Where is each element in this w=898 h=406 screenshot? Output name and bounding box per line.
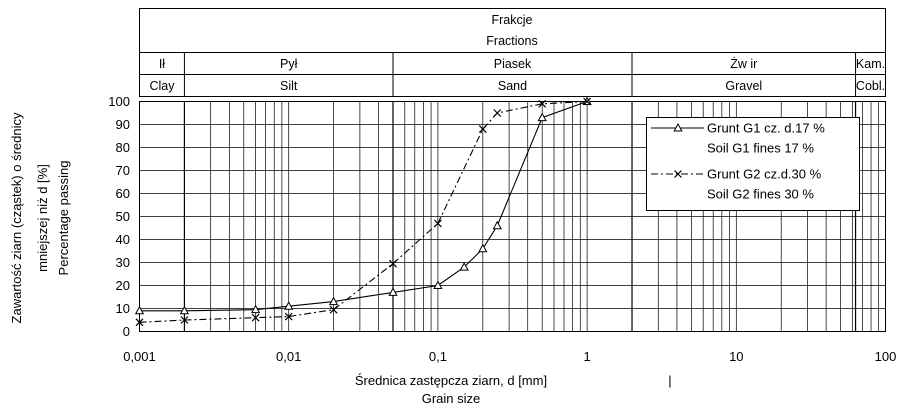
legend-label: Grunt G2 cz.d.30 % [707,167,822,182]
fraction-label-pl: Ił [159,57,165,71]
series-line [139,100,588,323]
x-tick-label: 0,001 [123,349,156,364]
data-point [134,305,145,315]
data-point [433,280,443,289]
y-tick-label: 50 [116,209,130,224]
legend-swatch-marker [673,122,683,132]
y-tick-label: 70 [116,163,130,178]
fraction-label-en: Silt [280,79,298,93]
series-2 [135,97,592,327]
data-point [583,97,592,106]
plot-frame [139,101,886,332]
data-point [180,316,189,324]
data-point [250,304,261,314]
x-tick-label: 0,01 [276,349,301,364]
y-tick-label: 80 [116,140,130,155]
data-point [459,262,469,271]
data-point [329,305,338,314]
x-tick-label: 100 [875,349,897,364]
series-line [139,100,588,312]
y-axis-label-line3: Percentage passing [56,161,71,276]
data-point [538,99,547,108]
x-tick-label: 10 [729,349,743,364]
legend-box [646,117,860,211]
data-point [478,243,488,253]
fraction-label-pl: Pył [280,57,298,71]
x-axis-label-en: Grain size [422,391,481,406]
data-point [328,296,339,306]
legend-sublabel: Soil G2 fines 30 % [707,187,814,202]
y-tick-label: 60 [116,186,130,201]
fractions-header: Frakcje Fractions Ił Clay Pył Silt Piasek San… [139,8,886,97]
fraction-label-pl: Piasek [494,57,532,71]
data-point [389,259,397,268]
x-axis-label-marker: | [668,373,671,388]
data-point [433,219,442,228]
legend-items: Grunt G1 cz. d.17 % Soil G1 fines 17 % Gru… [651,121,825,202]
header-title-pl: Frakcje [492,13,533,27]
y-axis-label-line1: Zawartość ziarn (cząstek) o średnicy [9,112,24,323]
data-point [179,305,190,315]
fraction-cells: Ił Clay Pył Silt Piasek Sand Żw ir Gravel Kam. Co… [149,52,885,97]
y-tick-labels: 0 10 20 30 40 50 60 70 80 90 100 [108,94,130,339]
data-point [388,287,398,296]
fraction-label-en: Gravel [725,79,762,93]
data-point [478,125,487,134]
y-axis-label-line2: mniejszej niż d [%] [35,164,50,272]
y-tick-label: 0 [123,324,130,339]
data-point [251,313,260,322]
data-point [537,112,547,122]
x-tick-label: 1 [583,349,590,364]
data-point [284,301,294,310]
x-axis-label-pl: Średnica zastępcza ziarn, d [mm] [355,373,547,388]
series-layer [134,96,592,327]
legend-sublabel: Soil G1 fines 17 % [707,141,814,156]
data-point [284,312,293,321]
header-title-en: Fractions [486,34,537,48]
fraction-label-pl: Kam. [856,57,885,71]
data-point [493,109,502,117]
y-tick-label: 100 [108,94,130,109]
x-tick-labels: 0,001 0,01 0,1 1 10 100 [123,349,896,364]
fraction-label-pl: Żw ir [730,57,757,71]
series-1 [134,96,592,315]
legend-swatch-marker [674,170,682,178]
legend: Grunt G1 cz. d.17 % Soil G1 fines 17 % Gru… [646,117,860,211]
y-tick-label: 30 [116,255,130,270]
y-tick-label: 10 [116,301,130,316]
data-point [492,220,502,230]
y-tick-label: 20 [116,278,130,293]
fraction-label-en: Cobl. [856,79,885,93]
y-tick-label: 40 [116,232,130,247]
x-tick-label: 0,1 [429,349,447,364]
fraction-label-en: Sand [498,79,527,93]
y-tick-label: 90 [116,117,130,132]
fraction-label-en: Clay [149,79,175,93]
data-point [135,318,144,327]
legend-label: Grunt G1 cz. d.17 % [707,121,825,136]
